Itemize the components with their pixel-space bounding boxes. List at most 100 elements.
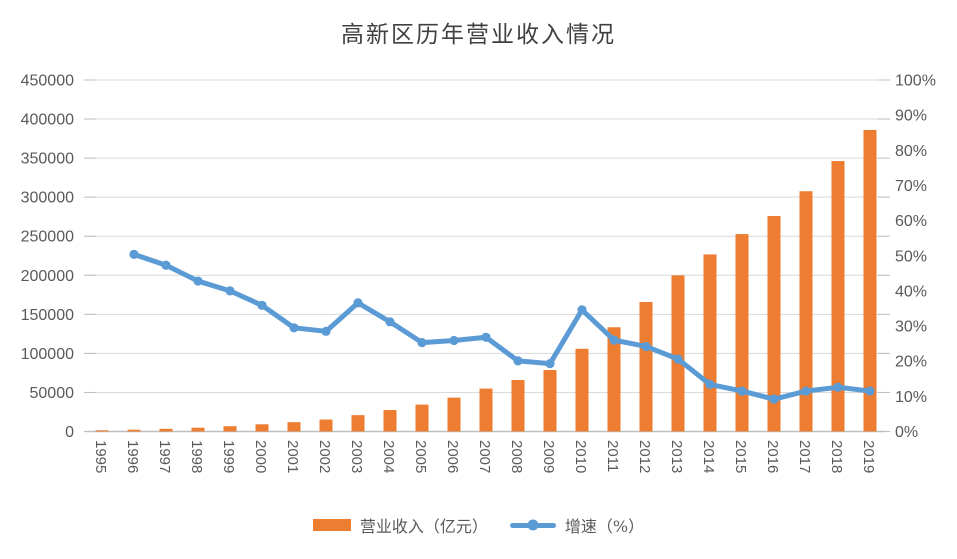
x-axis-label: 1996 (124, 440, 141, 473)
left-axis-label: 300000 (21, 190, 74, 207)
growth-line (131, 251, 873, 402)
growth-line-marker (577, 305, 587, 315)
right-axis-label: 60% (895, 213, 927, 230)
x-axis-label: 2002 (316, 440, 333, 473)
growth-line-marker (609, 335, 619, 345)
growth-line-marker (481, 332, 491, 342)
legend-item-growth: 增速（%） (509, 513, 644, 537)
growth-line-marker (641, 341, 651, 352)
legend-label-revenue: 营业收入（亿元） (359, 517, 488, 536)
growth-line-marker (449, 335, 459, 346)
revenue-bar (671, 275, 685, 432)
revenue-bar (95, 430, 109, 432)
growth-line-marker (161, 260, 171, 270)
right-axis-label: 20% (895, 354, 927, 371)
left-axis-label: 150000 (21, 307, 74, 324)
growth-line-marker (769, 394, 779, 404)
right-axis-label: 0% (895, 424, 918, 441)
left-axis-label: 350000 (21, 151, 74, 168)
revenue-bar (575, 348, 589, 432)
right-axis-label: 50% (895, 248, 927, 265)
revenue-bar (447, 397, 461, 432)
revenue-bar (223, 426, 237, 432)
growth-line-marker (545, 359, 555, 369)
growth-line-marker (417, 337, 427, 348)
revenue-bar (415, 404, 429, 432)
x-axis-label: 1998 (188, 440, 205, 473)
growth-line-marker (257, 300, 267, 310)
revenue-bar (863, 129, 877, 432)
x-axis-label: 2009 (540, 440, 557, 473)
left-axis-label: 400000 (21, 112, 74, 129)
x-axis-label: 2008 (508, 440, 525, 473)
left-axis-label: 50000 (30, 385, 75, 402)
growth-marker-icon (527, 519, 539, 531)
right-axis-label: 70% (895, 178, 927, 195)
revenue-bar (639, 302, 653, 432)
growth-line-marker (289, 323, 299, 333)
growth-line-marker (193, 276, 203, 286)
x-axis-label: 1995 (92, 440, 109, 473)
chart-title: 高新区历年营业收入情况 (341, 22, 616, 48)
x-axis-label: 2010 (572, 440, 589, 473)
x-axis-label: 2011 (604, 440, 621, 472)
revenue-bar (319, 419, 333, 432)
x-axis-label: 2015 (732, 440, 749, 473)
revenue-bar (767, 216, 781, 432)
revenue-bar (511, 379, 525, 432)
x-axis-label: 2006 (444, 440, 461, 473)
growth-line-marker (673, 354, 683, 364)
right-axis-label: 10% (895, 389, 927, 406)
growth-line-marker (321, 326, 331, 336)
revenue-bar (255, 424, 269, 432)
legend-item-revenue: 营业收入（亿元） (312, 513, 488, 537)
revenue-bar (479, 388, 493, 432)
growth-line-marker (353, 298, 363, 308)
revenue-bar (351, 415, 365, 432)
revenue-bar (543, 370, 557, 432)
growth-line-marker (129, 249, 139, 259)
growth-line-marker (225, 286, 235, 296)
revenue-series-swatch (312, 519, 351, 531)
left-axis-label: 0 (65, 424, 74, 441)
revenue-bar (383, 410, 397, 432)
growth-line-marker (865, 386, 875, 396)
left-axis-label: 450000 (21, 73, 74, 90)
revenue-bar (159, 428, 173, 432)
right-axis-label: 30% (895, 319, 927, 336)
left-axis-label: 250000 (21, 229, 74, 246)
right-axis-label: 100% (895, 73, 936, 90)
x-axis-label: 2004 (380, 440, 397, 473)
chart-legend: 营业收入（亿元） 增速（%） (0, 513, 957, 537)
revenue-bar (607, 327, 621, 432)
x-axis-label: 2013 (668, 440, 685, 473)
revenue-bar (191, 427, 205, 432)
x-axis-label: 2012 (636, 440, 653, 473)
revenue-bar (799, 191, 813, 432)
revenue-bar (127, 429, 141, 432)
growth-series-swatch (509, 519, 556, 531)
x-axis-label: 2000 (252, 440, 269, 473)
x-axis-label: 1999 (220, 440, 237, 473)
growth-line-marker (513, 356, 523, 366)
growth-line-marker (737, 386, 747, 396)
left-axis-label: 200000 (21, 268, 74, 285)
growth-line-marker (833, 382, 843, 392)
growth-line-marker (385, 317, 395, 327)
growth-line-marker (705, 379, 715, 389)
right-axis-label: 90% (895, 108, 927, 125)
left-axis-label: 100000 (21, 346, 74, 363)
right-axis-label: 40% (895, 283, 927, 300)
x-axis-label: 2007 (476, 440, 493, 473)
revenue-bar (831, 161, 845, 432)
x-axis-label: 1997 (156, 440, 173, 473)
x-axis-label: 2003 (348, 440, 365, 473)
x-axis-label: 2018 (828, 440, 845, 473)
growth-line-marker (801, 386, 811, 396)
revenue-bar (703, 254, 717, 432)
x-axis-label: 2005 (412, 440, 429, 473)
x-axis-label: 2017 (796, 440, 813, 473)
x-axis-label: 2016 (764, 440, 781, 473)
